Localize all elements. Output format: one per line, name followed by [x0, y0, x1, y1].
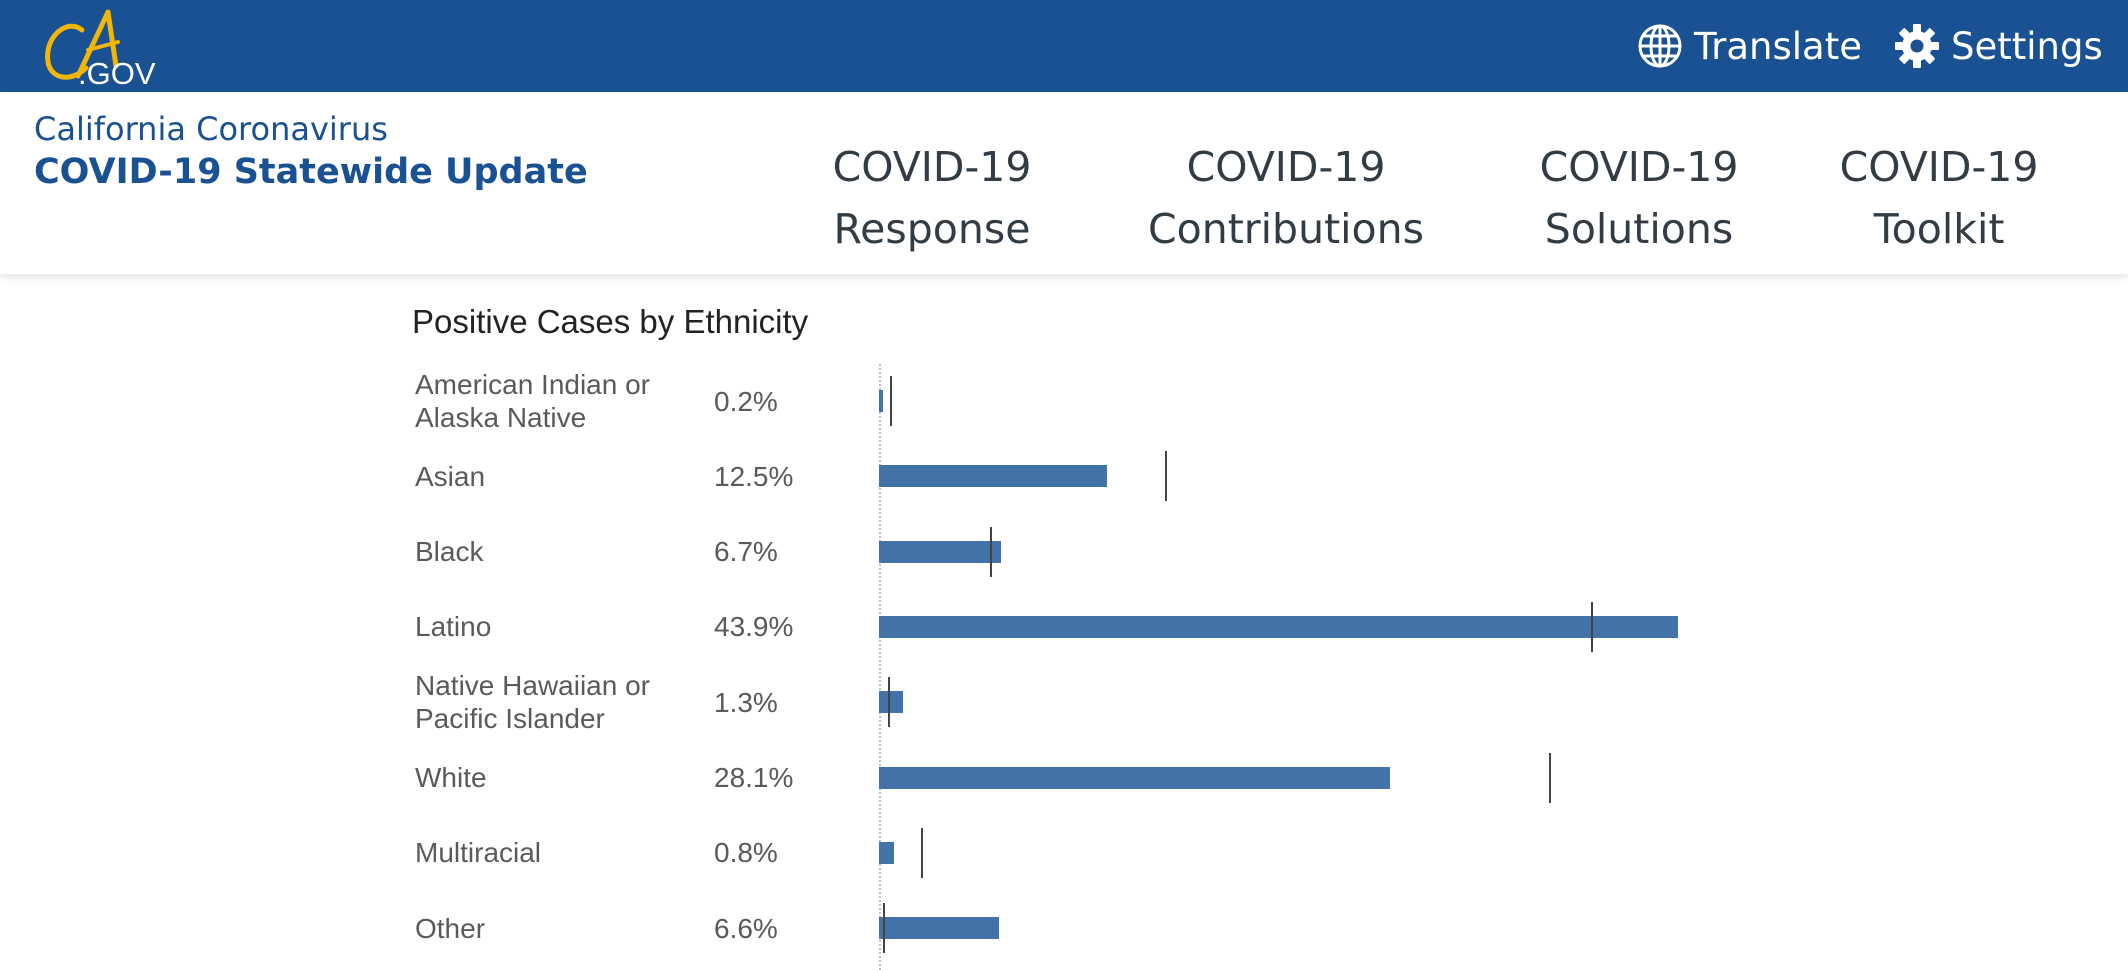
nav-label-line2: Solutions: [1544, 205, 1734, 253]
reference-marker: [1590, 601, 1593, 652]
nav-label-line2: Response: [833, 205, 1031, 253]
category-label: Latino: [415, 611, 492, 643]
value-label: 12.5%: [714, 460, 794, 492]
value-label: 0.8%: [714, 837, 778, 869]
reference-marker: [889, 376, 892, 426]
chart-baseline: [879, 364, 881, 970]
reference-marker: [990, 526, 993, 577]
ca-gov-logo-icon: .GOV: [45, 9, 156, 88]
globe-icon: [1636, 22, 1684, 70]
category-label: Asian: [415, 460, 486, 492]
bar[interactable]: [879, 540, 1001, 563]
value-label: 1.3%: [714, 686, 778, 718]
reference-marker: [888, 677, 891, 728]
bar[interactable]: [879, 390, 883, 412]
site-subtitle[interactable]: California Coronavirus: [34, 110, 388, 148]
category-label: White: [415, 762, 487, 793]
value-label: 28.1%: [714, 762, 794, 793]
value-label: 6.6%: [714, 912, 778, 944]
nav-label-line1: COVID-19: [1186, 143, 1386, 191]
settings-label: Settings: [1951, 24, 2103, 68]
translate-label: Translate: [1694, 24, 1862, 68]
nav-covid19-contributions[interactable]: COVID-19 Contributions: [1148, 136, 1424, 260]
nav-covid19-response[interactable]: COVID-19 Response: [833, 136, 1032, 260]
value-label: 6.7%: [714, 536, 778, 568]
site-header: California Coronavirus COVID-19 Statewid…: [0, 92, 2128, 274]
nav-label-line2: Toolkit: [1873, 205, 2005, 253]
nav-label-line2: Contributions: [1148, 205, 1424, 253]
bar[interactable]: [879, 917, 1000, 940]
category-label: Native Hawaiian or Pacific Islander: [415, 670, 650, 735]
bar[interactable]: [879, 691, 903, 714]
reference-marker: [882, 903, 885, 954]
value-label: 43.9%: [714, 611, 794, 643]
reference-marker: [1548, 752, 1551, 803]
nav-label-line1: COVID-19: [1539, 143, 1739, 191]
bar[interactable]: [879, 615, 1678, 638]
ca-gov-logo[interactable]: .GOV: [38, 6, 168, 88]
svg-text:.GOV: .GOV: [78, 56, 156, 88]
bar[interactable]: [879, 766, 1391, 789]
category-label: Multiracial: [415, 837, 542, 869]
bar[interactable]: [879, 841, 894, 864]
nav-label-line1: COVID-19: [832, 143, 1032, 191]
nav-covid19-toolkit[interactable]: COVID-19 Toolkit: [1840, 136, 2039, 260]
bar[interactable]: [879, 465, 1107, 488]
category-label: Other: [415, 912, 486, 944]
nav-covid19-solutions[interactable]: COVID-19 Solutions: [1540, 136, 1739, 260]
nav-label-line1: COVID-19: [1839, 143, 2039, 191]
translate-button[interactable]: Translate: [1636, 0, 1862, 92]
top-utility-bar: .GOV Translate: [0, 0, 2128, 92]
chart-title: Positive Cases by Ethnicity: [412, 303, 809, 340]
category-label: American Indian or Alaska Native: [415, 369, 651, 433]
reference-marker: [920, 827, 923, 878]
value-label: 0.2%: [714, 385, 778, 417]
site-title[interactable]: COVID-19 Statewide Update: [34, 152, 588, 192]
settings-button[interactable]: Settings: [1893, 0, 2103, 92]
gear-icon: [1893, 22, 1941, 70]
reference-marker: [1164, 451, 1167, 502]
category-label: Black: [415, 536, 484, 568]
